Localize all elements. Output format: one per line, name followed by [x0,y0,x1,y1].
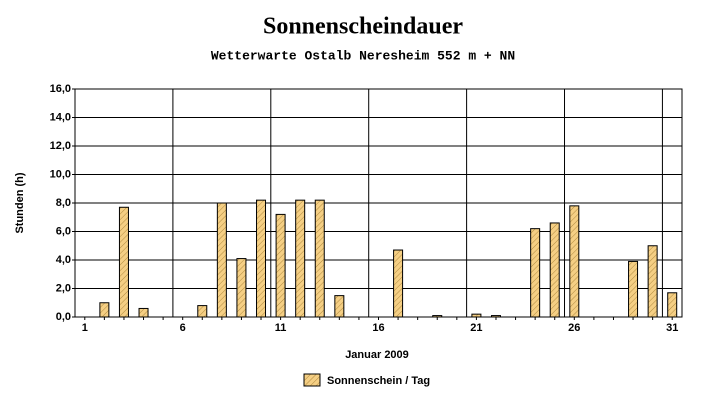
bar [628,260,639,318]
x-tick-label: 26 [568,322,580,334]
legend-label: Sonnenschein / Tag [327,375,430,387]
bar [334,295,345,318]
bar [275,213,286,318]
y-tick-label: 14,0 [50,111,71,123]
bar [295,199,306,318]
y-tick-label: 2,0 [56,282,71,294]
bar [530,228,541,318]
chart-subtitle: Wetterwarte Ostalb Neresheim 552 m + NN [211,48,515,63]
bar [256,199,267,318]
legend-swatch [303,373,321,387]
x-tick-label: 21 [470,322,482,334]
x-tick-label: 1 [82,322,88,334]
bar [549,222,560,318]
y-tick-label: 6,0 [56,225,71,237]
bar [197,305,208,318]
bar [490,315,501,318]
bar [432,315,443,318]
y-tick-label: 4,0 [56,254,71,266]
bar [647,245,658,318]
bar [138,307,149,318]
x-tick-label: 31 [666,322,678,334]
y-tick-label: 0,0 [56,311,71,323]
bar [236,258,247,318]
bar [118,206,129,318]
x-axis-label: Januar 2009 [345,349,409,361]
x-tick-label: 11 [275,322,287,334]
bar [314,199,325,318]
bar [393,249,404,318]
bar [216,202,227,318]
bar [471,313,482,318]
x-tick-label: 16 [372,322,384,334]
y-tick-label: 10,0 [50,168,71,180]
y-tick-label: 12,0 [50,140,71,152]
bar [569,205,580,318]
y-tick-label: 8,0 [56,197,71,209]
x-tick-label: 6 [180,322,186,334]
bar [667,292,678,318]
y-axis-label: Stunden (h) [14,172,26,233]
y-tick-label: 16,0 [50,83,71,95]
bar [99,302,110,318]
chart-title: Sonnenscheindauer [263,14,463,40]
